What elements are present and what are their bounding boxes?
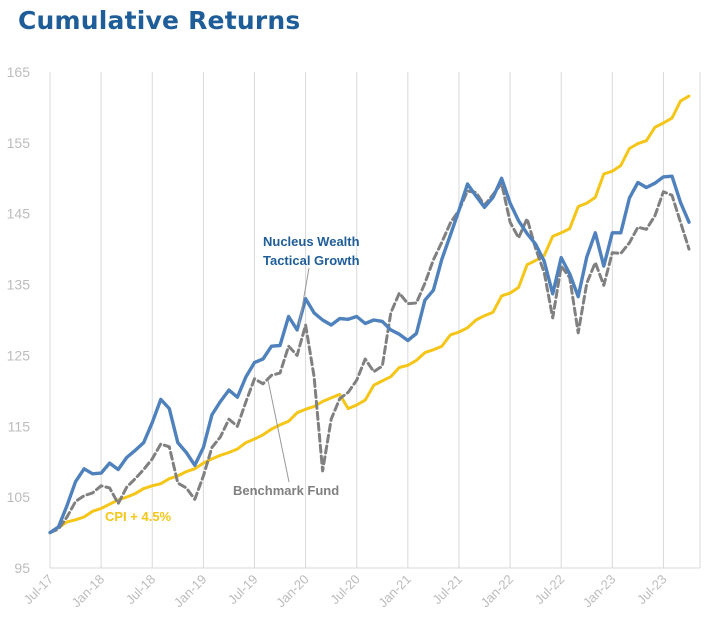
x-tick-label: Jan-23 bbox=[580, 572, 619, 611]
x-tick-label: Jan-22 bbox=[477, 572, 516, 611]
y-tick-label: 105 bbox=[7, 489, 31, 505]
benchmark-label: Benchmark Fund bbox=[233, 483, 339, 498]
y-tick-label: 115 bbox=[8, 418, 31, 434]
nucleus-label-line1: Nucleus Wealth bbox=[263, 234, 360, 249]
series-line-benchmark-fund bbox=[48, 181, 691, 535]
x-tick-label: Jan-20 bbox=[273, 572, 312, 611]
x-tick-label: Jan-18 bbox=[69, 572, 108, 611]
x-tick-label: Jan-21 bbox=[375, 572, 414, 611]
nucleus-leader-line bbox=[298, 267, 310, 326]
x-tick-label: Jul-22 bbox=[532, 572, 568, 608]
series-lines bbox=[48, 94, 691, 535]
y-tick-label: 95 bbox=[14, 560, 30, 576]
nucleus-label-line2: Tactical Growth bbox=[263, 253, 360, 268]
x-tick-label: Jul-20 bbox=[327, 572, 363, 608]
y-tick-label: 125 bbox=[7, 347, 31, 363]
y-tick-label: 165 bbox=[7, 64, 31, 80]
x-tick-label: Jul-19 bbox=[225, 572, 261, 608]
y-axis: 95 105 115 125 135 145 155 165 bbox=[7, 64, 31, 576]
benchmark-leader-line bbox=[267, 379, 290, 483]
cpi-label: CPI + 4.5% bbox=[105, 509, 172, 524]
y-tick-label: 155 bbox=[7, 135, 31, 151]
chart-title: Cumulative Returns bbox=[18, 6, 301, 35]
annotations: Nucleus Wealth Tactical Growth Benchmark… bbox=[105, 234, 360, 524]
x-tick-label: Jul-17 bbox=[20, 572, 56, 608]
series-line-nucleus-wealth-tactical-growth bbox=[48, 174, 691, 535]
gridlines bbox=[49, 72, 701, 569]
x-axis: Jul-17 Jan-18 Jul-18 Jan-19 Jul-19 Jan-20 Jul-… bbox=[20, 572, 669, 611]
x-tick-label: Jul-23 bbox=[634, 572, 670, 608]
y-tick-label: 135 bbox=[7, 277, 31, 293]
series-line-cpi-4-5 bbox=[48, 94, 691, 535]
y-tick-label: 145 bbox=[7, 206, 31, 222]
x-tick-label: Jul-18 bbox=[123, 572, 159, 608]
x-tick-label: Jul-21 bbox=[429, 572, 465, 608]
x-tick-label: Jan-19 bbox=[171, 572, 210, 611]
